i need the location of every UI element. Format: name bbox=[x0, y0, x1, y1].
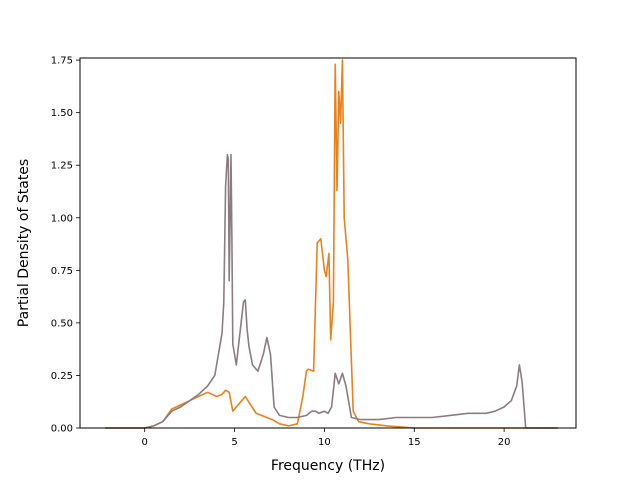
y-axis-ticks: 0.00 0.25 0.50 0.75 1.00 1.25 1.50 1.75 bbox=[51, 56, 80, 435]
y-tick-label: 0.25 bbox=[51, 371, 73, 382]
x-tick-label: 10 bbox=[318, 437, 331, 448]
series-layer bbox=[105, 59, 558, 429]
y-tick-label: 1.25 bbox=[51, 161, 73, 172]
y-tick-label: 0.75 bbox=[51, 266, 73, 277]
x-axis-label: Frequency (THz) bbox=[271, 458, 385, 474]
plot-frame bbox=[79, 57, 577, 429]
y-tick-label: 0.00 bbox=[51, 424, 73, 435]
x-tick-label: 0 bbox=[142, 437, 148, 448]
y-tick-label: 1.75 bbox=[51, 56, 73, 67]
plot-area bbox=[80, 58, 576, 428]
x-tick-label: 15 bbox=[408, 437, 421, 448]
x-tick-label: 5 bbox=[231, 437, 237, 448]
y-axis-label: Partial Density of States bbox=[16, 159, 32, 327]
x-axis-ticks: 0 5 10 15 20 bbox=[142, 428, 511, 448]
y-tick-label: 1.50 bbox=[51, 108, 73, 119]
series-line-1 bbox=[105, 59, 558, 429]
x-tick-label: 20 bbox=[498, 437, 511, 448]
y-tick-label: 1.00 bbox=[51, 213, 73, 224]
series-line-2 bbox=[105, 153, 558, 429]
y-tick-label: 0.50 bbox=[51, 318, 73, 329]
